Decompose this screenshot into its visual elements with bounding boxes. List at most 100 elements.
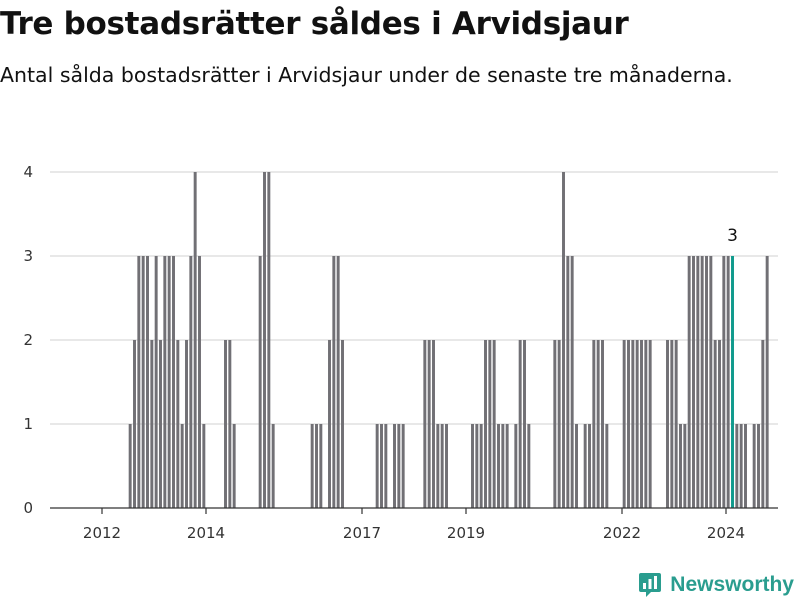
bar — [648, 340, 652, 508]
bar — [644, 340, 648, 508]
bar — [635, 340, 639, 508]
bar — [198, 256, 201, 508]
bar — [154, 256, 158, 508]
bar — [527, 424, 531, 508]
y-tick-label: 4 — [23, 163, 33, 181]
bar — [380, 424, 383, 508]
bar — [133, 340, 136, 508]
bar — [271, 424, 275, 508]
bar — [341, 340, 344, 508]
bar — [167, 256, 171, 508]
bar — [518, 340, 522, 508]
bar — [488, 340, 492, 508]
bar — [176, 340, 180, 508]
bar — [735, 424, 739, 508]
bar — [566, 256, 570, 508]
brand-logo: Newsworthy — [638, 572, 794, 598]
bar — [592, 340, 596, 508]
bar — [640, 340, 643, 508]
bar — [739, 424, 743, 508]
bar — [557, 340, 561, 508]
bar — [159, 340, 162, 508]
x-tick-label: 2024 — [707, 524, 745, 542]
bar — [185, 340, 188, 508]
x-tick-label: 2022 — [603, 524, 641, 542]
bar — [440, 424, 444, 508]
bar — [765, 256, 769, 508]
bar — [258, 256, 262, 508]
bar — [146, 256, 149, 508]
bar — [475, 424, 479, 508]
bar — [267, 172, 271, 508]
bar-highlight — [731, 256, 734, 508]
bar — [709, 256, 713, 508]
bar — [497, 424, 500, 508]
bar — [401, 424, 405, 508]
bar — [484, 340, 487, 508]
y-tick-label: 0 — [23, 499, 33, 517]
x-tick-label: 2019 — [447, 524, 485, 542]
bar — [315, 424, 318, 508]
bar — [627, 340, 630, 508]
data-labels: 3 — [727, 226, 738, 246]
bar — [492, 340, 496, 508]
bar — [336, 256, 340, 508]
x-axis-ticks: 2012 2014 2017 2019 2022 2024 — [83, 508, 745, 542]
x-tick-label: 2017 — [343, 524, 381, 542]
bar — [189, 256, 193, 508]
bar — [757, 424, 760, 508]
bar — [471, 424, 474, 508]
bar — [479, 424, 483, 508]
bar — [761, 340, 765, 508]
bar — [713, 340, 717, 508]
bar — [570, 256, 574, 508]
y-tick-label: 2 — [23, 331, 33, 349]
bar — [674, 340, 678, 508]
bar — [722, 256, 726, 508]
bar — [583, 424, 587, 508]
bar — [622, 340, 626, 508]
bar — [505, 424, 509, 508]
bar — [523, 340, 526, 508]
bar — [553, 340, 557, 508]
bar — [752, 424, 756, 508]
bar — [172, 256, 175, 508]
bar — [163, 256, 167, 508]
bar — [128, 424, 132, 508]
bar — [150, 340, 154, 508]
bar — [588, 424, 591, 508]
bar — [501, 424, 505, 508]
bar — [718, 340, 721, 508]
bar — [393, 424, 396, 508]
newsworthy-logo-icon — [639, 573, 662, 597]
bar — [332, 256, 336, 508]
brand-name: Newsworthy — [670, 573, 794, 596]
bar — [137, 256, 141, 508]
bar — [319, 424, 323, 508]
chart-title: Tre bostadsrätter såldes i Arvidsjaur — [0, 6, 629, 42]
bar — [310, 424, 314, 508]
bar — [700, 256, 704, 508]
bar — [193, 172, 197, 508]
bar — [436, 424, 440, 508]
bar — [696, 256, 700, 508]
bar — [687, 256, 691, 508]
bar — [605, 424, 609, 508]
bar — [575, 424, 578, 508]
bar — [683, 424, 687, 508]
bar — [705, 256, 708, 508]
bar — [596, 340, 600, 508]
bar — [384, 424, 388, 508]
gridlines — [50, 171, 778, 425]
bar — [263, 172, 266, 508]
bar — [180, 424, 184, 508]
bar — [445, 424, 448, 508]
bar — [562, 172, 565, 508]
bar — [666, 340, 669, 508]
x-tick-label: 2012 — [83, 524, 121, 542]
bar — [375, 424, 379, 508]
bar-chart: 0 1 2 3 4 2012 2014 2017 2019 2022 2024 3 — [23, 163, 778, 542]
chart-subtitle: Antal sålda bostadsrätter i Arvidsjaur u… — [0, 63, 733, 87]
bars — [128, 172, 769, 508]
bar — [224, 340, 227, 508]
